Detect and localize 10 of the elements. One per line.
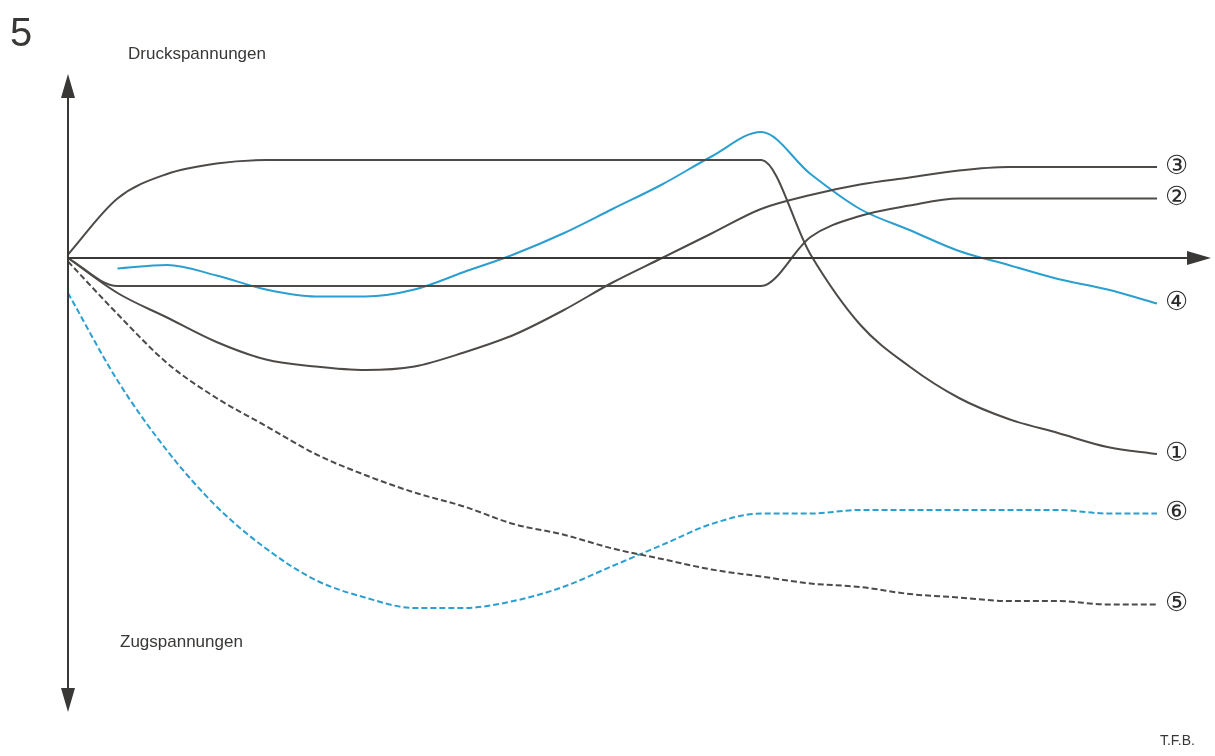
- series-label: ③: [1165, 149, 1189, 180]
- series-label: ⑥: [1165, 496, 1189, 527]
- text: Druckspannungen: [128, 44, 266, 64]
- series-label: ②: [1165, 181, 1189, 212]
- series-label: ④: [1165, 286, 1189, 317]
- text: Zugspannungen: [120, 632, 243, 652]
- series-label: ①: [1165, 436, 1189, 467]
- series-label: ⑤: [1165, 587, 1189, 618]
- text: T.F.B.: [1159, 732, 1195, 748]
- chart-title: 5: [10, 10, 33, 55]
